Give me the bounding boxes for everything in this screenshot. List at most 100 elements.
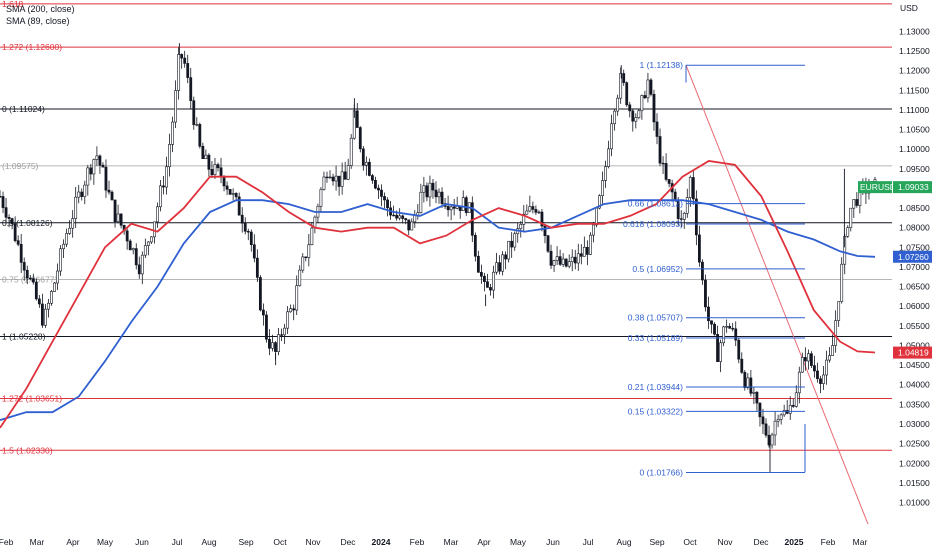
candle-body [234,193,238,198]
candle-body [449,206,453,211]
candle-body [646,79,650,99]
sma-89-line[interactable] [0,160,876,429]
candle [834,310,838,353]
candle [25,265,29,285]
candle-body [98,155,102,166]
candle-body [507,240,511,260]
price-axis[interactable]: USD 1.13000 1.12500 1.12000 1.11500 1.11000 1.… [893,0,932,550]
candle [216,162,220,172]
candle-body [607,148,610,167]
candle-body [125,230,129,242]
candle [495,252,498,275]
candle-body [280,334,283,336]
candle-body [486,281,489,288]
candle-body [50,291,53,304]
candle [828,347,831,363]
candle-body [380,189,383,197]
candle-body [601,180,604,197]
candle [180,53,184,69]
candle [761,408,765,434]
candle-body [168,144,171,168]
candle-body [89,167,93,175]
candlestick-series [0,43,877,473]
candle-body [337,175,341,187]
price-axis-background [893,0,932,550]
y-tick-2: 1.12000 [899,66,930,76]
time-axis[interactable]: Feb Mar Apr May Jun Jul Aug Sep Oct Nov Dec 2024 Feb… [0,537,867,547]
downtrend-line [685,64,869,525]
candle-body [697,234,701,263]
sma89-price-tag-box [893,346,932,359]
candle [213,157,217,180]
candle [265,311,268,343]
sma-200-line[interactable] [0,199,876,421]
candle-body [334,175,338,182]
candle [552,259,556,273]
candle-body [322,176,326,190]
candle [283,323,287,344]
candle-body [483,275,486,282]
candle-body [116,213,120,223]
candle [134,243,138,270]
candle [201,142,205,160]
candle [425,182,429,202]
candle [755,390,759,411]
candle-body [77,191,81,198]
candle [31,273,35,285]
legend-sma89[interactable]: SMA (89, close) [6,16,70,26]
candle [519,221,523,238]
candle [246,228,250,241]
candle [691,169,695,205]
candle-body [349,137,353,166]
candle-body [431,182,435,191]
symbol-tag-text: EURUSD [860,182,896,192]
candle [791,398,795,408]
candle [489,283,492,296]
candle-body [701,261,704,281]
candle [358,126,362,153]
candle-body [634,117,638,122]
candle [143,238,147,259]
candle [601,171,604,205]
candle [168,133,171,177]
candle-body [407,219,411,231]
candle-body [579,253,583,257]
candle [797,366,801,404]
x-tick-21: Nov [717,537,733,547]
candle-body [262,309,265,316]
candle-body [616,97,620,112]
candle-body [277,334,280,352]
candle-body [25,269,29,279]
candle [98,154,102,174]
candle-body [156,206,159,223]
candle-body [165,166,168,188]
retrace-label-1: 0.66 (1.08612) [628,199,683,209]
candle-body [855,199,859,206]
candle-body [65,233,69,245]
candle-body [22,262,26,271]
candle [640,94,644,120]
candle [174,80,178,129]
candle-body [310,227,314,246]
candle-body [252,244,256,259]
x-tick-3: May [97,537,114,547]
candle [322,171,326,191]
candle [770,432,774,449]
retrace-label-8: 0 (1.01766) [640,467,684,477]
candle-body [819,378,822,384]
currency-label: USD [900,3,918,13]
candle [110,190,114,201]
x-tick-8: Oct [273,537,287,547]
candle [588,232,592,256]
candle [464,195,468,216]
candle-body [585,246,589,255]
candle-body [134,248,138,266]
candle [764,418,768,438]
candle-body [522,213,526,225]
candle [301,253,305,273]
legend-sma200[interactable]: SMA (200, close) [6,4,75,14]
candle-body [464,197,468,213]
candle [452,198,456,216]
candle-body [755,391,759,404]
